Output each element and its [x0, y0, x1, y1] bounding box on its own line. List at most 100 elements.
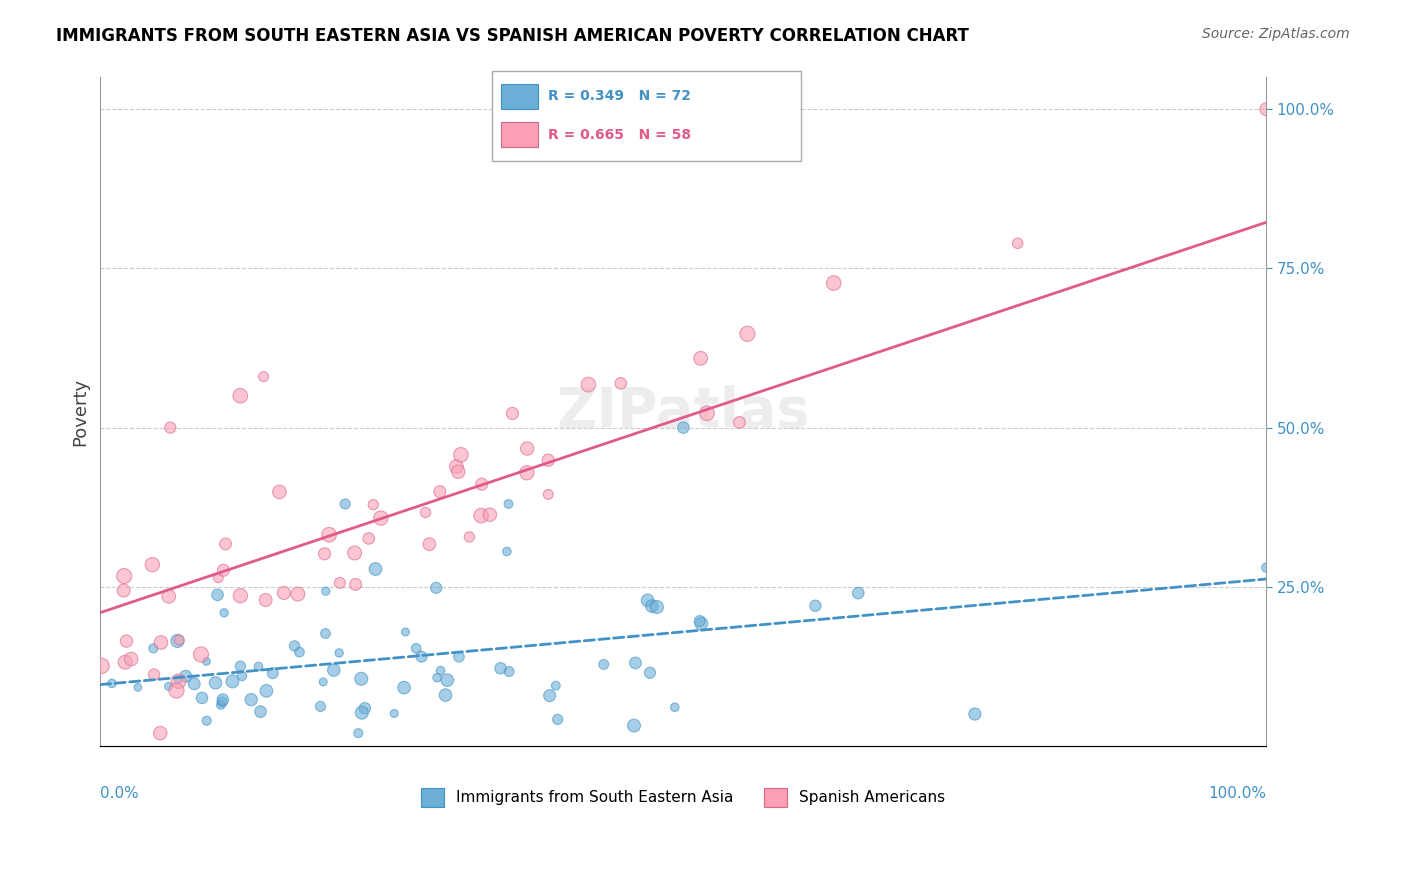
Point [429, 664, 451, 678]
Point [446, 459, 468, 474]
Point [101, 676, 124, 690]
Point [516, 466, 538, 480]
Point [696, 406, 718, 420]
Point [1007, 236, 1029, 251]
Point [114, 655, 136, 669]
Point [149, 635, 172, 649]
FancyBboxPatch shape [502, 84, 538, 109]
Point [262, 666, 284, 681]
Point [350, 672, 373, 686]
Point [112, 583, 135, 598]
Point [354, 701, 377, 715]
Point [458, 530, 481, 544]
Point [166, 634, 188, 648]
Point [415, 506, 437, 520]
Point [247, 659, 270, 673]
Text: ZIPatlas: ZIPatlas [557, 384, 810, 439]
Point [672, 420, 695, 434]
Point [347, 726, 370, 740]
Point [167, 632, 190, 647]
Point [363, 498, 385, 512]
Point [322, 663, 344, 677]
Point [149, 726, 172, 740]
Point [547, 712, 569, 726]
Point [450, 448, 472, 462]
Point [191, 690, 214, 705]
Point [120, 652, 142, 666]
Point [1256, 560, 1278, 574]
Point [142, 641, 165, 656]
Point [664, 700, 686, 714]
Point [411, 649, 433, 664]
Point [392, 681, 415, 695]
Point [212, 563, 235, 577]
Text: R = 0.349   N = 72: R = 0.349 N = 72 [548, 89, 690, 103]
Point [429, 484, 451, 499]
Point [394, 625, 416, 640]
Text: R = 0.665   N = 58: R = 0.665 N = 58 [548, 128, 690, 142]
Point [256, 683, 278, 698]
Point [350, 706, 373, 720]
Point [127, 681, 149, 695]
Point [328, 646, 350, 660]
Point [183, 677, 205, 691]
Point [212, 692, 235, 706]
Point [496, 544, 519, 558]
Point [498, 497, 520, 511]
Point [269, 484, 291, 499]
FancyBboxPatch shape [492, 71, 801, 161]
Point [143, 667, 166, 681]
Point [159, 420, 181, 434]
Point [318, 527, 340, 541]
Point [623, 718, 645, 732]
Point [190, 648, 212, 662]
Point [195, 714, 218, 728]
Point [112, 569, 135, 583]
Point [537, 487, 560, 501]
Point [447, 465, 470, 479]
Point [382, 706, 405, 721]
Point [209, 698, 232, 712]
Point [544, 679, 567, 693]
Point [273, 586, 295, 600]
Point [207, 571, 229, 585]
Point [254, 593, 277, 607]
Point [516, 442, 538, 456]
Point [167, 673, 190, 687]
Point [501, 407, 523, 421]
Point [283, 639, 305, 653]
Point [309, 699, 332, 714]
Text: Source: ZipAtlas.com: Source: ZipAtlas.com [1202, 27, 1350, 41]
Point [478, 508, 501, 522]
Point [157, 590, 180, 604]
Point [204, 676, 226, 690]
Point [418, 537, 440, 551]
FancyBboxPatch shape [502, 122, 538, 147]
Text: 0.0%: 0.0% [100, 786, 139, 801]
Point [214, 537, 236, 551]
Point [576, 377, 599, 392]
Point [167, 674, 190, 689]
Point [405, 641, 427, 656]
Point [335, 497, 357, 511]
Point [221, 674, 243, 689]
Point [489, 661, 512, 675]
Point [240, 692, 263, 706]
Point [498, 665, 520, 679]
Point [470, 508, 492, 523]
Point [207, 588, 229, 602]
Point [249, 705, 271, 719]
Text: IMMIGRANTS FROM SOUTH EASTERN ASIA VS SPANISH AMERICAN POVERTY CORRELATION CHART: IMMIGRANTS FROM SOUTH EASTERN ASIA VS SP… [56, 27, 969, 45]
Point [314, 626, 336, 640]
Point [229, 389, 252, 403]
Point [115, 634, 138, 648]
Point [166, 683, 188, 698]
Point [157, 679, 180, 693]
Point [471, 477, 494, 491]
Point [231, 669, 253, 683]
Point [287, 587, 309, 601]
Point [288, 645, 311, 659]
Point [538, 689, 561, 703]
Point [315, 584, 337, 599]
Point [195, 654, 218, 668]
